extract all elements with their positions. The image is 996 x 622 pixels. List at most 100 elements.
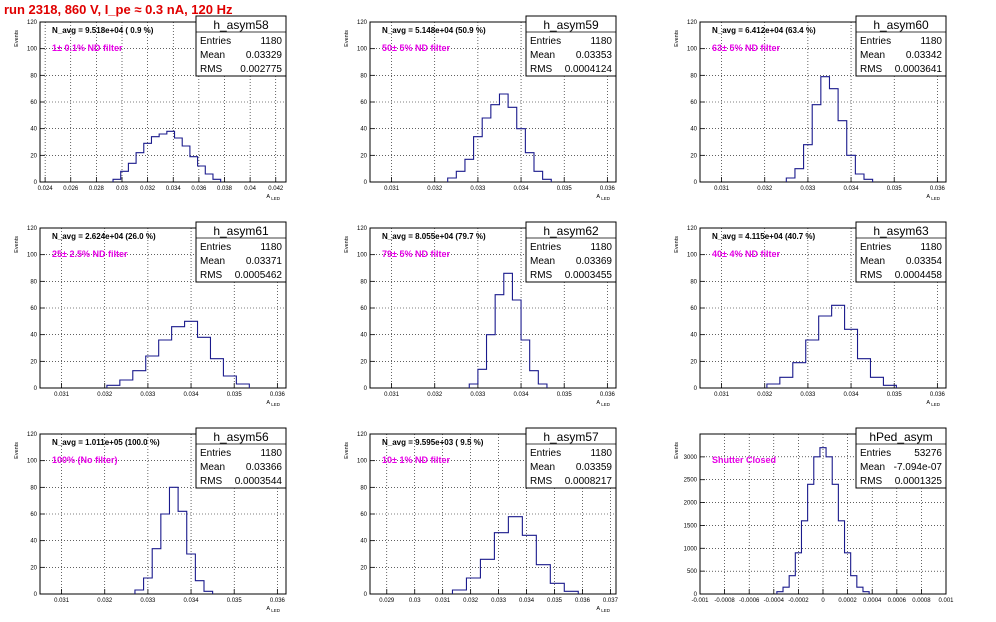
plot-h_asym59: 0.031 0.032 0.033 0.034 0.035 0.036 0 20 40 60 80 1… [344,15,617,201]
x-tick-label: 0.032 [427,392,443,398]
stats-key: Mean [530,256,555,267]
stats-key: Entries [860,448,891,459]
stats-value: 0.03354 [906,256,943,267]
y-tick-label: 0 [364,592,368,598]
stats-title: h_asym63 [873,224,929,238]
navg-label: N_avg = 9.595e+03 ( 9.5 %) [382,438,484,447]
stats-value: 0.03366 [246,462,283,473]
y-tick-label: 0 [694,386,698,392]
filter-label: 50± 5% ND filter [382,43,450,53]
plot-h_asym58: 0.024 0.026 0.028 0.03 0.032 0.034 0.036 0.038 0… [14,15,287,201]
x-tick-label: 0.026 [63,186,79,192]
x-axis-label: A LED [266,606,280,613]
y-tick-label: 80 [360,73,367,79]
stats-key: Entries [530,448,561,459]
stats-box [195,15,287,77]
y-tick-label: 100 [27,253,38,259]
stats-value: 1180 [260,36,282,47]
x-tick-label: 0.038 [217,186,233,192]
x-tick-label: 0.034 [166,186,182,192]
stats-key: Entries [860,242,891,253]
stats-value: 1180 [260,242,282,253]
histogram-bars [106,320,250,388]
stats-value: 1180 [260,448,282,459]
x-tick-label: 0.037 [603,598,619,604]
histogram-bars [447,93,552,182]
y-tick-label: 1500 [684,523,698,529]
x-tick-label: 0.032 [97,392,113,398]
x-axis-label-sub: LED [600,196,611,201]
y-tick-label: 40 [360,539,367,545]
x-tick-label: 0.033 [470,186,486,192]
stats-value: 1180 [590,242,612,253]
navg-label: N_avg = 9.518e+04 ( 0.9 %) [52,26,154,35]
x-tick-label: 0.033 [140,392,156,398]
y-tick-label: 80 [360,485,367,491]
y-tick-label: 20 [690,359,697,365]
stats-key: RMS [200,476,223,487]
stats-key: Mean [200,462,225,473]
stats-key: Mean [860,462,885,473]
x-axis-label: A LED [596,194,610,201]
stats-key: RMS [530,476,553,487]
stats-box [195,427,287,489]
x-tick-label: 0.031 [714,186,730,192]
y-tick-label: 60 [30,100,37,106]
x-axis-label: A LED [596,400,610,407]
stats-box [525,427,617,489]
x-tick-label: -0.001 [691,598,709,604]
x-tick-label: 0.036 [930,186,946,192]
y-tick-label: 40 [30,539,37,545]
run-title: run 2318, 860 V, I_pe ≈ 0.3 nA, 120 Hz [4,2,233,17]
stats-key: Mean [530,462,555,473]
stats-key: Entries [200,242,231,253]
stats-box [855,15,947,77]
x-tick-label: 0.032 [97,598,113,604]
y-tick-label: 120 [687,20,698,26]
y-tick-label: 40 [690,127,697,133]
histogram-bars [776,447,870,594]
x-tick-label: 0.034 [519,598,535,604]
navg-label: N_avg = 6.412e+04 (63.4 %) [712,26,816,35]
y-tick-label: 60 [30,512,37,518]
y-tick-label: 20 [30,565,37,571]
stats-title: h_asym56 [213,430,269,444]
x-tick-label: 0.034 [514,392,530,398]
x-tick-label: 0.024 [38,186,54,192]
y-tick-label: 120 [357,432,368,438]
plot-h_asym57: 0.029 0.03 0.031 0.032 0.033 0.034 0.035 0.036 0… [344,427,619,613]
x-tick-label: 0.032 [757,186,773,192]
histogram-bars [785,76,874,182]
x-tick-label: -0.0006 [739,598,760,604]
stats-key: Mean [860,256,885,267]
x-tick-label: -0.0008 [714,598,735,604]
navg-label: N_avg = 5.148e+04 (50.9 %) [382,26,486,35]
stats-key: Entries [200,448,231,459]
stats-key: Mean [530,50,555,61]
stats-title: h_asym58 [213,18,269,32]
x-tick-label: 0.035 [887,392,903,398]
stats-title: h_asym57 [543,430,599,444]
plot-h_asym63: 0.031 0.032 0.033 0.034 0.035 0.036 0 20 40 60 80 1… [674,221,947,407]
x-axis-label-sub: LED [930,196,941,201]
y-tick-label: 0 [694,180,698,186]
stats-key: RMS [860,64,883,75]
x-axis-label: A LED [596,606,610,613]
y-tick-label: 120 [27,226,38,232]
x-tick-label: 0.034 [184,392,200,398]
x-tick-label: 0.0008 [912,598,931,604]
y-tick-label: 100 [27,47,38,53]
y-tick-label: 20 [360,359,367,365]
y-tick-label: 120 [27,432,38,438]
stats-title: h_asym59 [543,18,599,32]
x-axis-label: A LED [266,400,280,407]
x-tick-label: 0.031 [435,598,451,604]
y-tick-label: 100 [357,47,368,53]
stats-value: 0.03342 [906,50,943,61]
filter-label: 10± 1% ND filter [382,455,450,465]
x-tick-label: 0.0004 [863,598,882,604]
y-tick-label: 80 [30,279,37,285]
stats-value: 1180 [590,36,612,47]
y-tick-label: 20 [360,565,367,571]
